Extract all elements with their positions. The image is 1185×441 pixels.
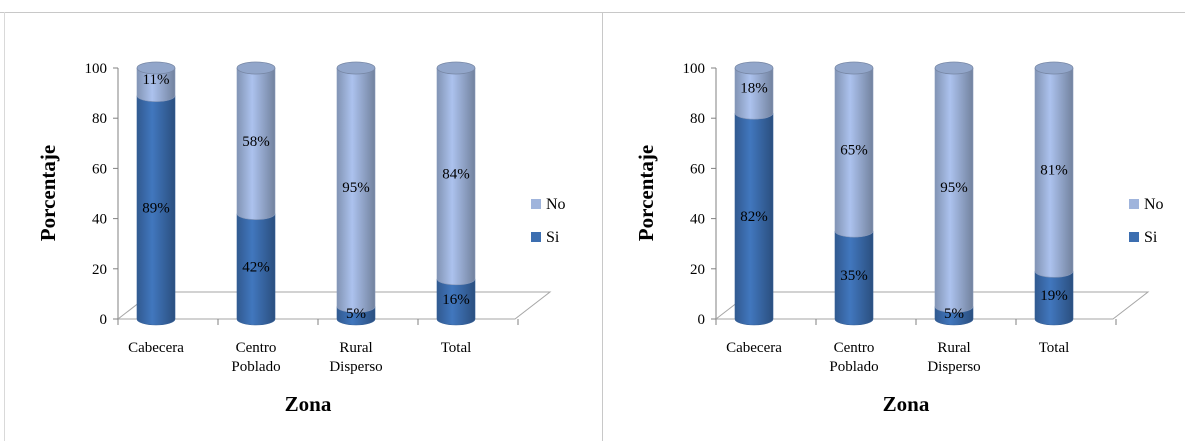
y-tick-label: 40 — [690, 212, 705, 228]
y-tick-label: 60 — [690, 161, 705, 177]
y-tick-label: 0 — [698, 312, 706, 328]
chart-right: 0 20 40 60 80 100 82% 18% Cabecera 35% 65% Centro Po… — [606, 13, 1185, 441]
data-label: 19% — [1040, 288, 1068, 304]
bar-top-cap — [934, 61, 974, 75]
data-label: 89% — [142, 200, 170, 216]
data-label: 58% — [242, 134, 270, 150]
data-label: 82% — [740, 209, 768, 225]
legend-label-si: Si — [1144, 229, 1158, 246]
data-label: 18% — [740, 81, 768, 97]
data-label: 95% — [940, 180, 968, 196]
y-axis-title: Porcentaje — [36, 145, 60, 241]
y-tick-label: 60 — [92, 161, 107, 177]
legend-swatch-si — [531, 232, 541, 242]
data-label: 95% — [342, 180, 370, 196]
data-label: 5% — [346, 306, 366, 322]
top-rule — [0, 12, 1185, 13]
bar-top-cap — [236, 61, 276, 75]
bar-top-cap — [336, 61, 376, 75]
data-label: 81% — [1040, 163, 1068, 179]
legend-label-no: No — [546, 196, 566, 213]
y-tick-label: 40 — [92, 212, 107, 228]
bar-group — [734, 61, 774, 326]
y-tick-label: 80 — [690, 111, 705, 127]
chart-right-svg: 0 20 40 60 80 100 82% 18% Cabecera 35% 65% Centro Po… — [634, 61, 1164, 416]
x-tick-label: Cabecera — [726, 340, 782, 356]
bar-top-cap — [436, 61, 476, 75]
data-label: 65% — [840, 143, 868, 159]
y-axis-title: Porcentaje — [634, 145, 658, 241]
chart-left-svg: 0 20 40 60 80 100 89% 11% Cabecera 42% 58% Centro Po… — [36, 61, 566, 416]
data-label: 16% — [442, 292, 470, 308]
x-tick-label: Cabecera — [128, 340, 184, 356]
x-tick-label: Rural Disperso — [927, 340, 980, 375]
y-tick-label: 80 — [92, 111, 107, 127]
legend-swatch-si — [1129, 232, 1139, 242]
data-label: 42% — [242, 259, 270, 275]
bar-top-cap — [136, 61, 176, 75]
data-label: 5% — [944, 306, 964, 322]
x-tick-label: Rural Disperso — [329, 340, 382, 375]
legend-label-no: No — [1144, 196, 1164, 213]
x-tick-label: Total — [1039, 340, 1070, 356]
chart-floor — [714, 291, 1150, 320]
y-tick-label: 100 — [683, 61, 706, 77]
chart-left: 0 20 40 60 80 100 89% 11% Cabecera 42% 58% Centro Po… — [8, 13, 593, 441]
y-tick-label: 100 — [85, 61, 108, 77]
x-axis-title: Zona — [883, 392, 930, 416]
y-tick-label: 20 — [92, 262, 107, 278]
y-tick-label: 20 — [690, 262, 705, 278]
x-tick-label: Total — [441, 340, 472, 356]
bar-top-cap — [1034, 61, 1074, 75]
x-tick-label: Centro Poblado — [829, 340, 878, 375]
x-tick-label: Centro Poblado — [231, 340, 280, 375]
chart-floor — [116, 291, 552, 320]
bar-group — [834, 61, 874, 326]
panel-divider — [602, 12, 603, 441]
bar-group — [934, 61, 974, 326]
bar-group — [336, 61, 376, 326]
y-tick-label: 0 — [100, 312, 108, 328]
bar-group — [136, 61, 176, 326]
legend-label-si: Si — [546, 229, 560, 246]
left-rule — [4, 12, 5, 441]
bar-group — [1034, 61, 1074, 326]
data-label: 35% — [840, 268, 868, 284]
bar-top-cap — [834, 61, 874, 75]
legend-swatch-no — [1129, 199, 1139, 209]
data-label: 84% — [442, 166, 470, 182]
data-label: 11% — [143, 72, 170, 88]
bar-group — [236, 61, 276, 326]
bar-group — [436, 61, 476, 326]
x-axis-title: Zona — [285, 392, 332, 416]
bar-top-cap — [734, 61, 774, 75]
legend-swatch-no — [531, 199, 541, 209]
